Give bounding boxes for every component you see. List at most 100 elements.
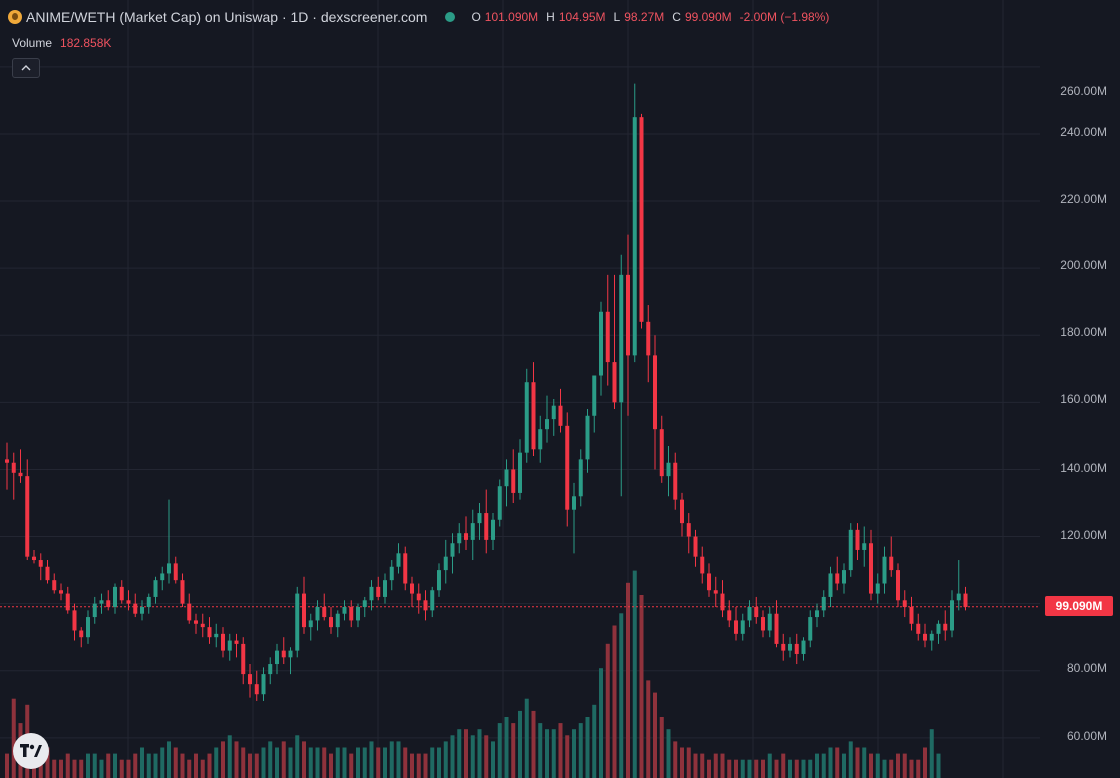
volume-bar xyxy=(119,759,124,778)
volume-bar xyxy=(194,753,198,778)
candle-body xyxy=(180,580,185,604)
volume-bar xyxy=(126,759,131,778)
candle-body xyxy=(457,533,462,544)
volume-bar xyxy=(713,753,718,778)
volume-bar xyxy=(862,747,867,778)
volume-bar xyxy=(518,710,522,778)
volume-bar xyxy=(875,753,880,778)
candle-body xyxy=(578,459,583,497)
candle-body xyxy=(727,610,732,621)
volume-bar xyxy=(497,723,502,778)
candle-body xyxy=(376,586,381,597)
candle-body xyxy=(268,664,273,675)
ohlc-open-key: O xyxy=(471,10,481,24)
volume-bar xyxy=(443,741,448,778)
volume-bar xyxy=(275,747,279,778)
candle-body xyxy=(761,617,765,631)
volume-bar xyxy=(45,747,50,778)
ohlc-values: O 101.090M H 104.95M L 98.27M C 99.090M -2.0… xyxy=(471,10,833,24)
candle-body xyxy=(693,536,698,557)
candle-body xyxy=(936,623,941,634)
candle-body xyxy=(146,596,151,607)
volume-bar xyxy=(234,741,239,778)
volume-bar xyxy=(200,759,205,778)
candle-body xyxy=(626,274,630,356)
candle-body xyxy=(565,425,570,510)
volume-bar xyxy=(551,729,556,778)
candle-body xyxy=(632,117,637,356)
candle-body xyxy=(747,607,752,621)
volume-bar xyxy=(848,741,853,778)
volume-bar xyxy=(79,759,84,778)
volume-bar xyxy=(538,723,543,778)
candle-body xyxy=(673,462,678,500)
price-axis-label: 60.00M xyxy=(1066,729,1107,743)
candle-body xyxy=(545,419,549,430)
volume-bar xyxy=(268,741,273,778)
volume-bar xyxy=(680,747,684,778)
volume-bar xyxy=(524,698,529,778)
volume-bar xyxy=(92,753,97,778)
volume-bar xyxy=(572,729,576,778)
volume-bar xyxy=(369,741,374,778)
candle-body xyxy=(740,620,745,634)
volume-bar xyxy=(747,759,752,778)
candle-body xyxy=(153,580,158,597)
candle-body xyxy=(430,590,435,611)
candle-body xyxy=(511,469,516,493)
volume-bar xyxy=(72,759,77,778)
collapse-legend-button[interactable] xyxy=(12,58,40,78)
volume-bar xyxy=(707,759,711,778)
candle-body xyxy=(923,633,927,641)
volume-bar xyxy=(430,747,435,778)
candle-body xyxy=(254,684,259,695)
candle-body xyxy=(133,603,138,614)
volume-bar xyxy=(632,570,637,778)
candle-body xyxy=(200,623,205,628)
candle-body xyxy=(707,573,711,591)
tradingview-logo[interactable] xyxy=(13,733,49,769)
candle-body xyxy=(862,543,867,550)
volume-bar xyxy=(902,753,907,778)
candle-body xyxy=(5,459,9,463)
volume-bar xyxy=(585,717,590,778)
candle-body xyxy=(45,566,50,581)
candle-body xyxy=(281,650,286,658)
volume-bar xyxy=(457,729,462,778)
volume-bar xyxy=(52,759,57,778)
volume-bar xyxy=(160,747,165,778)
volume-bar xyxy=(383,747,387,778)
volume-bar xyxy=(909,759,914,778)
candle-body xyxy=(187,603,192,621)
candle-body xyxy=(767,613,772,631)
volume-bar xyxy=(558,723,563,778)
candle-body xyxy=(167,563,171,574)
volume-bar xyxy=(86,753,90,778)
candle-body xyxy=(700,556,705,574)
candle-body xyxy=(59,590,63,594)
candle-body xyxy=(720,593,725,611)
candle-body xyxy=(342,607,347,614)
price-axis-label: 80.00M xyxy=(1066,661,1107,675)
candle-body xyxy=(160,573,165,581)
candle-body xyxy=(443,556,448,571)
candle-body xyxy=(848,529,853,571)
candle-body xyxy=(288,650,293,658)
volume-bar xyxy=(153,753,158,778)
candle-body xyxy=(356,607,360,621)
candle-body xyxy=(275,650,279,665)
volume-bar xyxy=(801,759,806,778)
chart-legend: ANIME/WETH (Market Cap) on Uniswap · 1D … xyxy=(8,9,833,25)
candle-body xyxy=(821,596,826,611)
market-open-dot-icon xyxy=(445,12,456,22)
candle-body xyxy=(963,593,968,607)
volume-bar xyxy=(470,735,475,778)
candle-body xyxy=(950,600,954,631)
volume-bar xyxy=(821,753,826,778)
candle-body xyxy=(943,623,948,631)
candle-body xyxy=(302,593,306,628)
candle-body xyxy=(308,620,313,628)
chart-title: ANIME/WETH (Market Cap) on Uniswap · 1D … xyxy=(26,9,428,25)
